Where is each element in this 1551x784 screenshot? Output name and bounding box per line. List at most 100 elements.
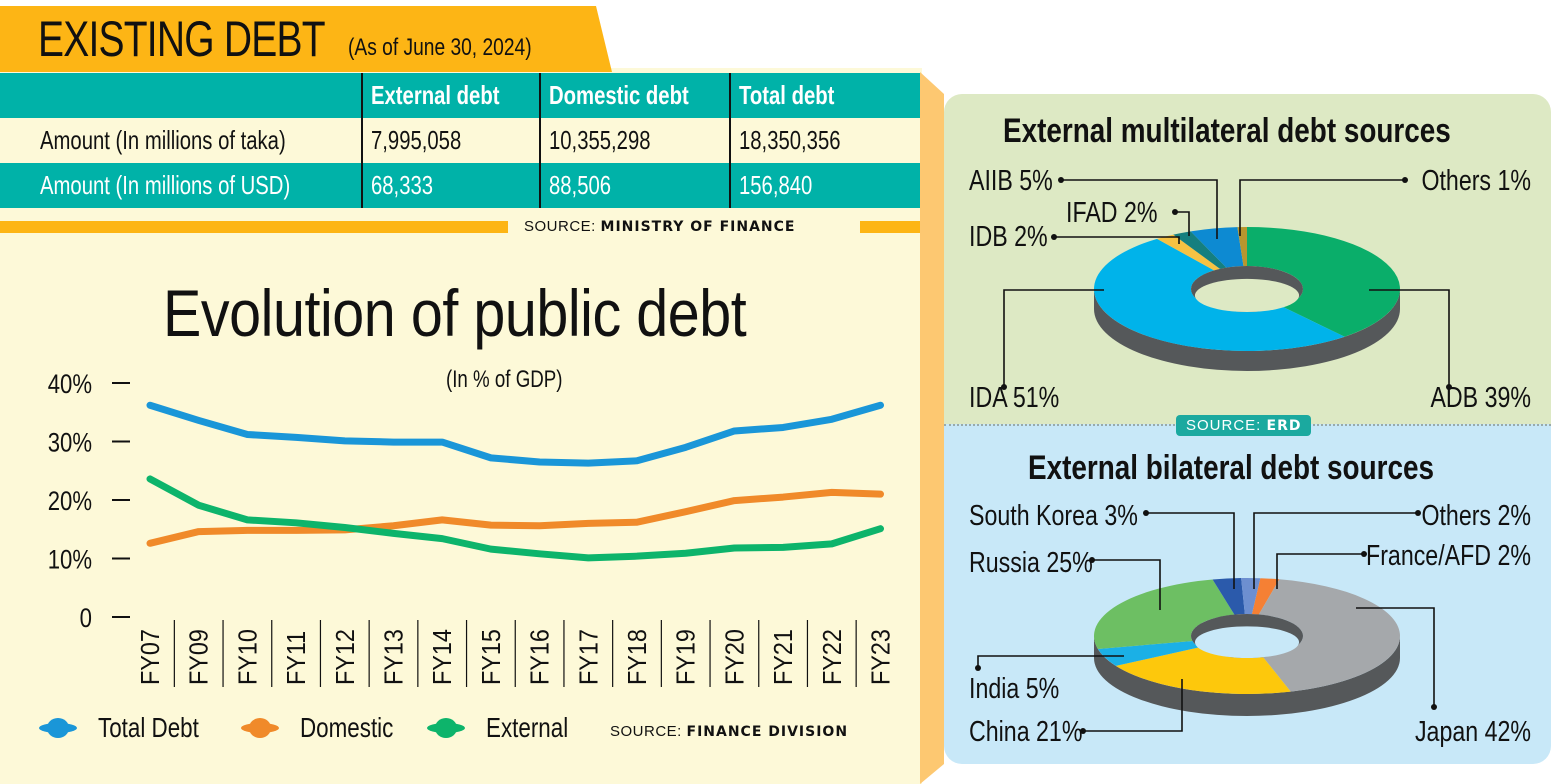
y-tick-label: 40%: [48, 370, 92, 400]
table-header-empty: [0, 73, 362, 118]
ida-leader-dot: [1001, 384, 1007, 390]
japan-label: Japan 42%: [1415, 714, 1531, 747]
legend-label: Total Debt: [98, 712, 199, 743]
slice-idb: [1157, 234, 1221, 271]
slice-others: [1237, 227, 1247, 267]
source-finance-division: SOURCE: FINANCE DIVISION: [610, 723, 849, 740]
source-bar-left: [0, 221, 508, 233]
source-bar-right: [860, 221, 920, 233]
table-header-row: External debt Domestic debt Total debt: [0, 73, 920, 118]
x-tick-label: FY14: [429, 629, 457, 685]
y-tick-label: 10%: [48, 546, 92, 576]
legend-item-external: External: [426, 712, 589, 744]
x-tick-label: FY09: [186, 629, 214, 685]
ifad-label: IFAD 2%: [1066, 195, 1158, 228]
page-title: EXISTING DEBT: [38, 11, 326, 67]
france-afd-leader-dot: [1361, 551, 1367, 557]
x-tick-label: FY11: [283, 631, 311, 685]
line-chart: 0 10% 20% 30% 40% FY07 FY09 FY10 FY11 FY12 FY13 FY1…: [48, 370, 896, 687]
y-tick-label: 0: [80, 604, 92, 634]
legend-label: Domestic: [300, 712, 394, 743]
column-header-external: External debt: [360, 73, 540, 118]
legend-marker-icon: [427, 718, 465, 738]
legend-item-domestic: Domestic: [240, 712, 417, 744]
x-tick-label: FY17: [575, 629, 603, 685]
russia-leader-line: [1092, 559, 1161, 610]
aiib-leader-dot: [1058, 177, 1064, 183]
others-multilateral-leader-dot: [1402, 177, 1408, 183]
x-tick-label: FY22: [819, 629, 847, 685]
row-label-taka: Amount (In millions of taka): [40, 125, 286, 155]
slice-russia: [1094, 579, 1235, 650]
india-leader-line: [977, 655, 1124, 668]
series-line-domestic: [146, 488, 884, 547]
donut-hole: [1194, 626, 1300, 658]
japan-leader-line: [1356, 607, 1435, 707]
y-tick-label: 30%: [48, 429, 92, 459]
india-leader-dot: [975, 665, 981, 671]
adb-leader-dot: [1446, 384, 1452, 390]
column-header-domestic: Domestic debt: [538, 73, 730, 118]
south-korea-leader-dot: [1143, 510, 1149, 516]
row-label-usd: Amount (In millions of USD): [40, 170, 291, 200]
legend-item-total-debt: Total Debt: [38, 712, 224, 744]
adb-label: ADB 39%: [1430, 380, 1531, 413]
x-tick-label: FY16: [527, 629, 555, 685]
cell-total-usd: 156,840: [728, 163, 920, 208]
x-tick-label: FY18: [624, 629, 652, 685]
slice-ida: [1093, 238, 1345, 352]
cell-external-usd: 68,333: [360, 163, 540, 208]
cell-external-taka: 7,995,058: [360, 118, 540, 163]
france-afd-leader-line: [1276, 553, 1364, 589]
ifad-leader-dot: [1172, 209, 1178, 215]
x-tick-label: FY23: [867, 629, 895, 685]
donut-hole: [1194, 278, 1300, 312]
south-korea-label: South Korea 3%: [969, 498, 1138, 531]
india-label: India 5%: [969, 671, 1059, 704]
multilateral-donut-chart: ADB 39% IDA 51% IDB 2% IFAD 2% AIIB 5% Others…: [969, 163, 1531, 413]
x-tick-label: FY07: [137, 629, 165, 685]
bilateral-donut-chart: South Korea 3% Others 2% France/AFD 2% Russ…: [969, 498, 1531, 747]
japan-leader-dot: [1431, 704, 1437, 710]
slice-aiib: [1190, 227, 1244, 268]
x-tick-label: FY19: [673, 629, 701, 685]
legend-marker-icon: [241, 718, 279, 738]
south-korea-leader-line: [1146, 512, 1235, 589]
russia-label: Russia 25%: [969, 545, 1093, 578]
x-tick-label: FY12: [332, 629, 360, 685]
ida-leader-line: [1003, 289, 1104, 387]
aiib-label: AIIB 5%: [969, 163, 1053, 196]
ifad-leader-line: [1175, 211, 1190, 236]
idb-leader-line: [1054, 236, 1180, 244]
others-bilateral-leader-dot: [1415, 510, 1421, 516]
legend-marker-icon: [39, 718, 77, 738]
idb-label: IDB 2%: [969, 219, 1048, 252]
series-line-total-debt: [146, 401, 884, 467]
others-bilateral-label: Others 2%: [1421, 498, 1531, 531]
china-label: China 21%: [969, 714, 1082, 747]
series-line-external: [146, 475, 884, 562]
header-banner: [0, 6, 612, 72]
source-erd-badge: SOURCE: ERD: [1176, 415, 1312, 436]
adb-leader-line: [1369, 289, 1450, 387]
slice-south-korea: [1212, 578, 1245, 615]
donut-side: [1094, 636, 1400, 716]
slice-india: [1097, 640, 1199, 666]
cell-total-taka: 18,350,356: [728, 118, 920, 163]
column-header-total: Total debt: [728, 73, 920, 118]
bilateral-title: External bilateral debt sources: [1028, 449, 1434, 487]
x-tick-label: FY10: [234, 629, 262, 685]
y-tick-label: 20%: [48, 487, 92, 517]
france-afd-label: France/AFD 2%: [1366, 538, 1531, 571]
china-leader-dot: [1080, 728, 1086, 734]
debt-table: External debt Domestic debt Total debt A…: [0, 73, 920, 208]
source-ministry-of-finance: SOURCE: MINISTRY OF FINANCE: [524, 218, 796, 235]
cell-domestic-taka: 10,355,298: [538, 118, 730, 163]
china-leader-line: [1083, 679, 1183, 732]
slice-others: [1241, 578, 1261, 615]
idb-leader-dot: [1051, 234, 1057, 240]
others-bilateral-leader-line: [1253, 512, 1418, 589]
page-subtitle: (As of June 30, 2024): [348, 34, 532, 61]
others-multilateral-leader-line: [1239, 179, 1405, 236]
